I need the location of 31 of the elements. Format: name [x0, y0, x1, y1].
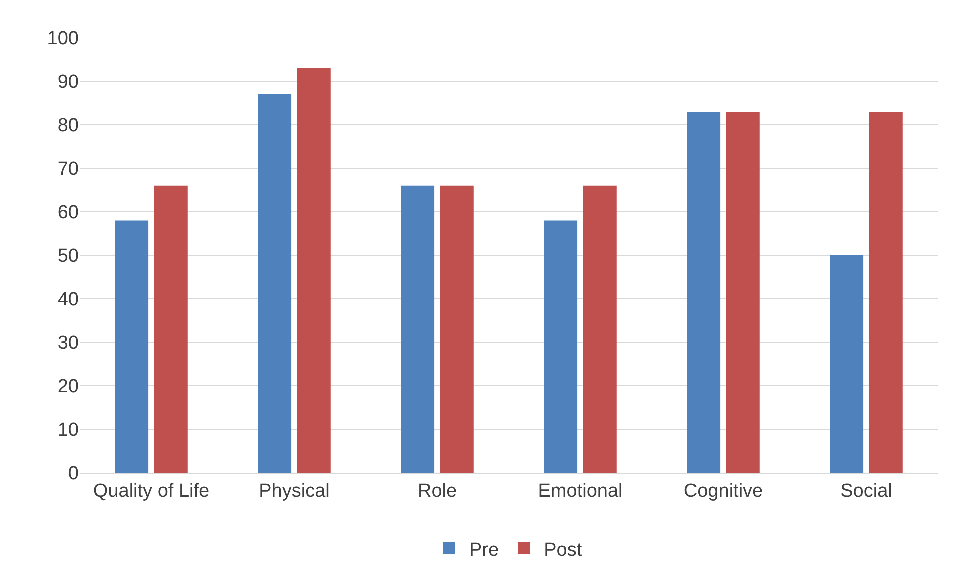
y-tick-label: 30 [58, 333, 79, 354]
bar [401, 186, 435, 473]
bar [830, 256, 864, 473]
y-tick-label: 10 [58, 420, 79, 442]
y-tick-label: 0 [68, 464, 79, 485]
y-tick-label: 70 [58, 159, 79, 180]
y-tick-label: 40 [58, 290, 79, 311]
x-tick-label: Role [418, 480, 458, 502]
y-tick-label: 90 [58, 72, 79, 94]
bar [869, 112, 903, 473]
bar [687, 112, 721, 473]
bar [544, 220, 578, 473]
x-tick-label: Quality of Life [93, 480, 210, 502]
y-tick-label: 100 [47, 28, 79, 50]
legend-label: Post [544, 540, 583, 561]
bar [297, 68, 331, 473]
bar [154, 186, 188, 473]
bar [258, 94, 292, 473]
bar [726, 112, 760, 473]
x-tick-label: Emotional [538, 480, 623, 502]
x-tick-label: Social [840, 480, 892, 502]
bar [440, 186, 474, 473]
x-tick-label: Cognitive [684, 480, 764, 502]
x-tick-label: Physical [259, 480, 330, 502]
y-tick-label: 80 [58, 116, 79, 137]
y-tick-label: 20 [58, 376, 79, 398]
legend-label: Pre [470, 540, 500, 561]
bar [115, 220, 149, 473]
y-tick-label: 50 [58, 246, 79, 268]
y-tick-label: 60 [58, 202, 79, 224]
bar [583, 186, 617, 473]
